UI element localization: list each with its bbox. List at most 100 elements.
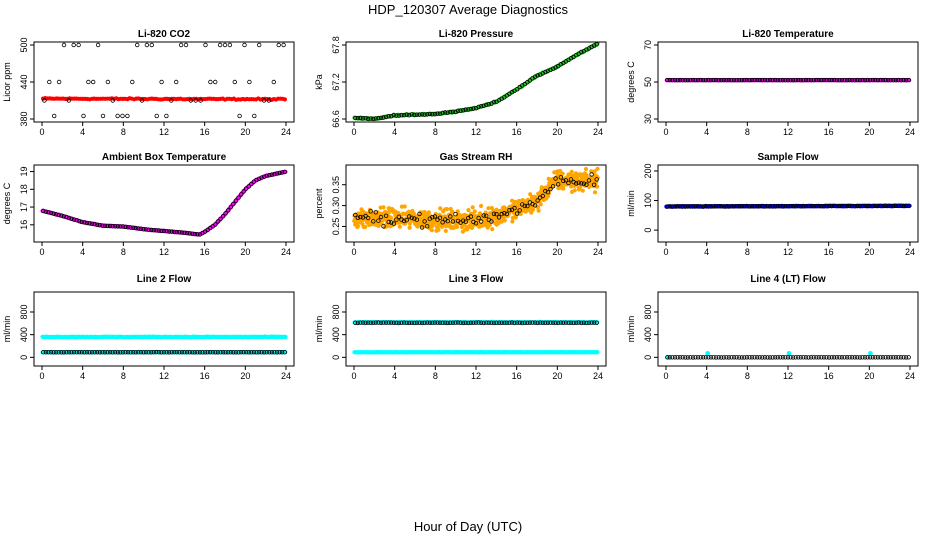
data-point bbox=[225, 350, 231, 355]
data-point bbox=[698, 77, 703, 83]
data-point bbox=[481, 213, 486, 218]
data-point bbox=[148, 227, 154, 233]
y-tick-label: 800 bbox=[19, 304, 29, 319]
data-point bbox=[690, 204, 696, 209]
data-point bbox=[52, 113, 57, 119]
data-point bbox=[560, 171, 565, 176]
data-point bbox=[440, 110, 445, 116]
data-point bbox=[409, 112, 414, 117]
data-point bbox=[394, 113, 399, 118]
x-tick-label: 4 bbox=[704, 247, 709, 257]
data-point bbox=[672, 355, 678, 360]
data-point bbox=[455, 108, 461, 113]
data-point bbox=[79, 219, 84, 225]
data-point bbox=[893, 77, 899, 83]
data-point bbox=[136, 350, 141, 355]
data-point bbox=[71, 42, 76, 48]
data-point bbox=[378, 214, 384, 220]
panel-title: Li-820 CO2 bbox=[138, 29, 191, 40]
data-point bbox=[731, 204, 737, 209]
data-point bbox=[888, 355, 893, 360]
data-point bbox=[808, 77, 814, 83]
data-point bbox=[61, 214, 66, 219]
data-point bbox=[213, 222, 218, 227]
data-point bbox=[100, 113, 106, 119]
data-point bbox=[238, 350, 244, 355]
data-point bbox=[816, 77, 821, 83]
data-point bbox=[690, 355, 696, 360]
data-point bbox=[896, 77, 901, 83]
x-tick-label: 20 bbox=[864, 127, 874, 137]
data-point bbox=[437, 320, 443, 325]
y-axis-label: ml/min bbox=[626, 190, 636, 217]
data-point bbox=[801, 204, 806, 209]
data-point bbox=[860, 77, 865, 83]
data-point bbox=[496, 320, 502, 325]
data-point bbox=[429, 228, 434, 233]
data-point bbox=[553, 320, 558, 325]
data-point bbox=[685, 204, 690, 209]
data-point bbox=[437, 215, 443, 220]
data-point bbox=[543, 188, 548, 194]
data-point bbox=[470, 205, 475, 210]
data-point bbox=[875, 355, 881, 360]
data-point bbox=[742, 355, 747, 360]
data-point bbox=[734, 355, 739, 360]
data-points bbox=[352, 166, 600, 234]
data-point bbox=[61, 350, 66, 355]
data-point bbox=[545, 68, 551, 74]
data-point bbox=[195, 232, 200, 237]
data-point bbox=[677, 77, 683, 83]
data-point bbox=[705, 351, 711, 356]
data-point bbox=[785, 355, 791, 360]
data-point bbox=[384, 224, 389, 229]
x-tick-label: 24 bbox=[593, 371, 603, 381]
data-point bbox=[427, 320, 432, 325]
data-point bbox=[796, 203, 801, 209]
data-point bbox=[898, 77, 904, 83]
data-point bbox=[729, 77, 734, 83]
data-point bbox=[218, 350, 223, 355]
data-point bbox=[893, 203, 899, 208]
data-point bbox=[466, 320, 471, 326]
data-point bbox=[713, 77, 719, 83]
data-point bbox=[821, 77, 827, 83]
data-point bbox=[834, 203, 839, 209]
y-tick-label: 0.25 bbox=[331, 218, 341, 236]
x-tick-label: 16 bbox=[512, 371, 522, 381]
data-point bbox=[417, 211, 422, 217]
data-point bbox=[430, 112, 435, 117]
data-point bbox=[538, 320, 543, 325]
y-axis-label: ml/min bbox=[626, 316, 636, 343]
data-point bbox=[716, 355, 721, 360]
data-point bbox=[535, 198, 540, 203]
data-point bbox=[517, 208, 522, 213]
data-point bbox=[868, 77, 873, 83]
x-tick-label: 8 bbox=[433, 127, 438, 137]
data-point bbox=[770, 77, 775, 83]
data-point bbox=[591, 182, 597, 187]
data-point bbox=[432, 214, 438, 219]
data-point bbox=[381, 224, 386, 229]
data-point bbox=[509, 320, 515, 325]
y-tick-label: 440 bbox=[19, 74, 29, 89]
data-point bbox=[223, 211, 228, 216]
data-point bbox=[386, 114, 391, 119]
data-point bbox=[806, 203, 811, 209]
data-point bbox=[878, 355, 883, 360]
data-point bbox=[123, 224, 128, 230]
data-point bbox=[378, 320, 384, 325]
data-point bbox=[870, 203, 875, 209]
data-point bbox=[110, 223, 115, 229]
data-point bbox=[706, 204, 711, 209]
y-tick-label: 50 bbox=[643, 77, 653, 87]
x-tick-label: 8 bbox=[121, 127, 126, 137]
data-point bbox=[228, 204, 233, 210]
data-point bbox=[731, 355, 737, 360]
x-tick-label: 12 bbox=[159, 371, 169, 381]
data-point bbox=[757, 355, 762, 360]
plot-frame bbox=[33, 41, 295, 123]
data-point bbox=[499, 211, 504, 217]
x-tick-label: 4 bbox=[392, 247, 397, 257]
data-point bbox=[586, 178, 592, 183]
